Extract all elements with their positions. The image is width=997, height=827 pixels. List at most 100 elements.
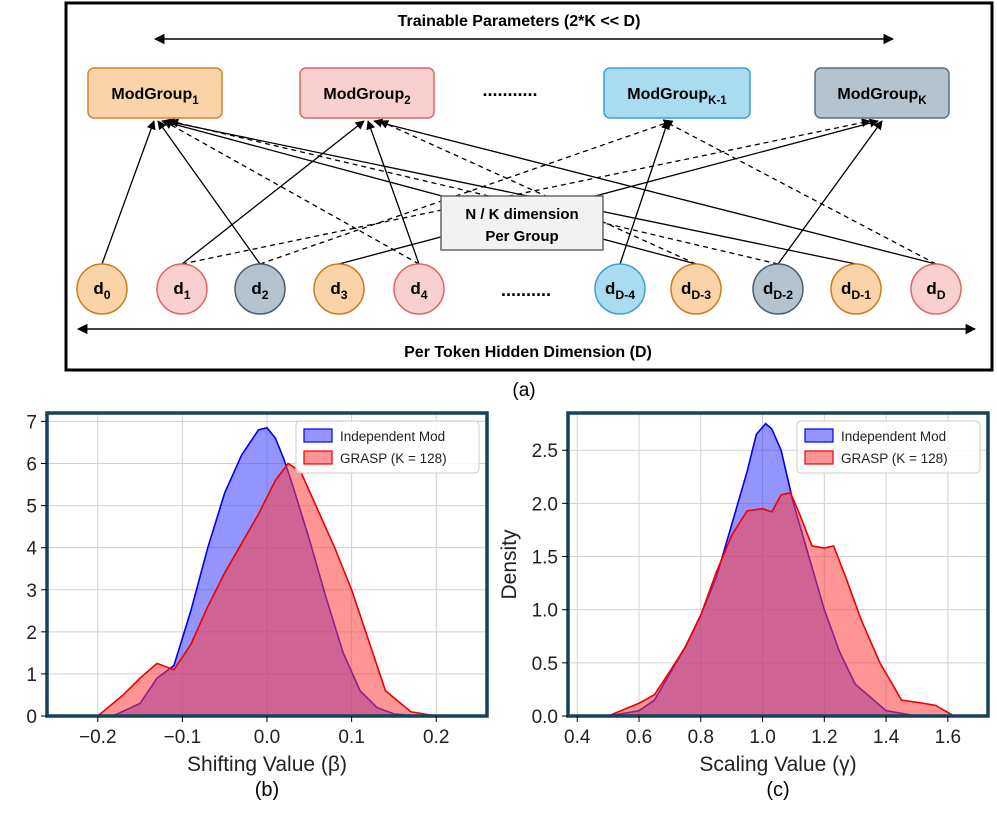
dim-node-7: dD-2 [752, 263, 804, 315]
dim-circle [393, 263, 445, 315]
dim-node-8: dD-1 [830, 263, 882, 315]
dim-label-sub: 4 [421, 288, 428, 302]
dim-ellipsis: .......... [501, 280, 551, 300]
dim-node-2: d2 [234, 263, 286, 315]
hidden-dims: d0 d1 d2 d3 d4 dD-4 dD-3 dD-2 dD-1 dD [76, 263, 962, 315]
dim-circle [156, 263, 208, 315]
connection-arrow [161, 118, 697, 265]
panel-label: (b) [255, 779, 279, 801]
legend-box [796, 420, 981, 474]
dim-circle [594, 263, 646, 315]
mod-group-box [603, 67, 751, 119]
legend-label: GRASP (K = 128) [841, 451, 948, 466]
dim-label: dD [926, 279, 945, 302]
dim-label-base: d [605, 279, 615, 298]
connection-arrow [165, 118, 857, 265]
x-tick-label: 1.2 [811, 727, 837, 748]
connection-arrow [777, 120, 883, 265]
series-line-1 [607, 491, 955, 717]
x-tick-label: −0.1 [164, 727, 202, 748]
dim-label: dD-3 [681, 279, 711, 302]
connection-arrow [163, 120, 420, 265]
series-area-1 [97, 463, 437, 716]
x-axis-label: Shifting Value (β) [187, 753, 347, 776]
chart-shifting: −0.2 −0.1 0.0 0.1 0.2 0 1 2 3 4 5 6 7 Shifting Value … [26, 411, 489, 801]
mod-group-label-sub: K-1 [708, 95, 727, 107]
connection-arrow [181, 118, 871, 265]
dim-circle [76, 263, 128, 315]
dim-circle [313, 263, 365, 315]
dim-label-sub: D-2 [773, 288, 793, 302]
callout-rect [440, 195, 604, 251]
y-tick-label: 0 [26, 707, 37, 728]
callout-line1: N / K dimension [465, 206, 578, 223]
diagram-frame [64, 1, 994, 372]
dim-circle [752, 263, 804, 315]
dim-label-sub: 1 [184, 288, 191, 302]
x-tick-label: 0.4 [564, 727, 591, 748]
mod-group-box [814, 67, 950, 119]
dim-circle [670, 263, 722, 315]
dim-label: d1 [173, 279, 190, 302]
group-ellipsis: ........... [482, 80, 537, 100]
x-tick-label: 0.2 [423, 727, 449, 748]
legend-swatch [303, 450, 333, 465]
legend-label: GRASP (K = 128) [340, 451, 447, 466]
connection-arrow [366, 120, 420, 265]
y-tick-label: 7 [26, 412, 37, 433]
plot-frame [566, 411, 990, 718]
dim-label-sub: 3 [341, 288, 348, 302]
y-tick-label: 1.5 [532, 548, 558, 569]
mod-group-label-sub: K [918, 95, 927, 107]
connection-arrow [101, 120, 156, 265]
mod-group-4: ModGroupK [814, 67, 950, 119]
dim-label-sub: 2 [262, 288, 269, 302]
y-tick-label: 5 [26, 497, 37, 518]
legend-swatch [303, 428, 333, 443]
dim-label: dD-2 [763, 279, 793, 302]
dim-label: dD-4 [605, 279, 635, 302]
panel-label: (c) [766, 779, 789, 801]
mod-groups: ModGroup1 ModGroup2 ModGroupK-1 ModGroupK [87, 67, 950, 119]
dim-circle [234, 263, 286, 315]
legend-label: Independent Mod [340, 429, 445, 444]
y-tick-label: 0.5 [532, 654, 558, 675]
dim-label: d2 [251, 279, 268, 302]
callout-box: N / K dimension Per Group [440, 195, 604, 251]
legend-swatch [804, 450, 834, 465]
dim-label-base: d [841, 279, 851, 298]
dim-node-0: d0 [76, 263, 128, 315]
mod-group-3: ModGroupK-1 [603, 67, 751, 119]
y-tick-label: 2.5 [532, 441, 558, 462]
y-tick-label: 1 [26, 665, 37, 686]
diagram-panel: Trainable Parameters (2*K << D) ModGroup… [64, 1, 994, 372]
mod-group-1: ModGroup1 [87, 67, 223, 119]
y-tick-label: 2 [26, 623, 37, 644]
dim-node-4: d4 [393, 263, 445, 315]
connection-arrow [373, 118, 937, 265]
x-tick-label: 0.8 [688, 727, 714, 748]
x-tick-label: 1.4 [873, 727, 900, 748]
x-tick-label: 0.0 [254, 727, 280, 748]
dim-node-1: d1 [156, 263, 208, 315]
connection-arrow [619, 120, 670, 265]
mod-group-label: ModGroup2 [323, 86, 410, 107]
x-tick-label: 1.0 [749, 727, 775, 748]
dim-label: dD-1 [841, 279, 871, 302]
mod-group-label: ModGroup1 [111, 86, 199, 107]
dim-label-base: d [681, 279, 691, 298]
dim-node-9: dD [910, 263, 962, 315]
chart-scaling: 0.4 0.6 0.8 1.0 1.2 1.4 1.6 0.0 0.5 1.0 1.5 2.0 2.5 S… [498, 411, 990, 801]
hidden-label: Per Token Hidden Dimension (D) [404, 344, 652, 361]
x-tick-label: −0.2 [79, 727, 117, 748]
dim-label-sub: 0 [104, 288, 111, 302]
mod-group-label-base: ModGroup [111, 86, 192, 103]
legend-box [295, 420, 480, 474]
dim-label-sub: D [937, 288, 946, 302]
connection-arrow [157, 120, 261, 265]
connection-arrow [338, 118, 879, 265]
mod-group-box [87, 67, 223, 119]
series-line-1 [97, 462, 437, 717]
dim-node-5: dD-4 [594, 263, 646, 315]
